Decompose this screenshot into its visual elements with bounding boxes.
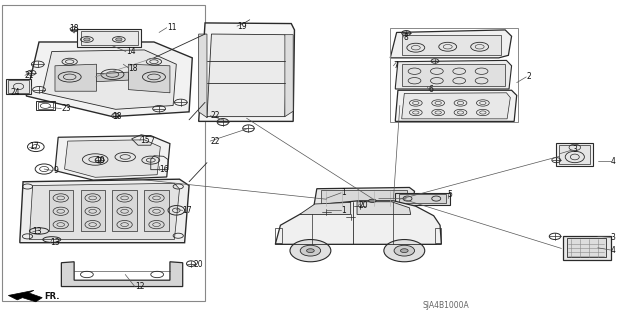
Bar	[6, 78, 31, 94]
Bar	[399, 194, 447, 203]
Polygon shape	[390, 30, 511, 58]
Bar	[435, 228, 442, 243]
Text: 15: 15	[140, 136, 150, 145]
Polygon shape	[97, 72, 129, 82]
Ellipse shape	[394, 245, 415, 256]
Text: 11: 11	[167, 23, 176, 32]
Ellipse shape	[307, 249, 314, 253]
Text: 7: 7	[394, 61, 398, 70]
Polygon shape	[207, 34, 287, 118]
Text: 24: 24	[10, 88, 20, 97]
Bar	[145, 190, 169, 231]
Text: 18: 18	[129, 63, 138, 72]
Bar	[396, 193, 450, 204]
Text: 12: 12	[135, 282, 144, 291]
Text: FR.: FR.	[44, 292, 60, 301]
Text: 9: 9	[53, 166, 58, 175]
Text: 10: 10	[95, 156, 105, 165]
Polygon shape	[42, 50, 176, 109]
Text: 5: 5	[448, 190, 452, 199]
Text: 2: 2	[526, 72, 531, 81]
Text: 1: 1	[341, 206, 346, 215]
Bar	[81, 190, 105, 231]
Text: 18: 18	[70, 24, 79, 33]
Text: 17: 17	[29, 142, 39, 151]
Ellipse shape	[300, 245, 321, 256]
Polygon shape	[198, 34, 207, 118]
Text: SJA4B1000A: SJA4B1000A	[422, 301, 469, 310]
Text: 20: 20	[358, 201, 368, 210]
Polygon shape	[396, 90, 516, 122]
Text: 1: 1	[341, 188, 346, 197]
Bar	[8, 80, 29, 93]
Bar	[402, 35, 500, 55]
Bar	[2, 5, 205, 301]
Text: 17: 17	[182, 206, 193, 215]
Text: 13: 13	[51, 238, 60, 247]
Text: 3: 3	[611, 233, 616, 242]
Polygon shape	[29, 183, 179, 240]
Text: 3: 3	[572, 145, 577, 154]
Text: 6: 6	[429, 85, 433, 94]
Polygon shape	[65, 140, 161, 177]
Text: 20: 20	[193, 260, 203, 270]
Bar	[559, 145, 590, 164]
Ellipse shape	[290, 240, 331, 262]
Ellipse shape	[84, 38, 90, 41]
Text: 18: 18	[113, 112, 122, 121]
Bar	[36, 101, 55, 110]
Text: 19: 19	[237, 22, 246, 31]
Polygon shape	[357, 202, 411, 214]
Text: 21: 21	[25, 71, 35, 80]
Polygon shape	[55, 136, 170, 180]
Bar	[49, 190, 73, 231]
Ellipse shape	[384, 240, 425, 262]
Text: 8: 8	[403, 33, 408, 42]
Text: 14: 14	[126, 47, 136, 56]
Bar	[275, 228, 282, 243]
Text: 4: 4	[611, 246, 616, 255]
Bar	[81, 31, 138, 45]
Polygon shape	[300, 202, 351, 214]
Polygon shape	[198, 23, 294, 122]
Bar	[390, 28, 518, 122]
Polygon shape	[61, 262, 182, 286]
Polygon shape	[396, 60, 511, 89]
Ellipse shape	[116, 38, 122, 41]
Text: 16: 16	[159, 165, 169, 174]
Polygon shape	[26, 42, 192, 117]
Bar	[563, 236, 611, 260]
Polygon shape	[285, 35, 293, 117]
Text: 4: 4	[611, 157, 616, 166]
Bar	[402, 63, 505, 86]
Polygon shape	[20, 179, 189, 243]
Polygon shape	[275, 201, 442, 244]
Ellipse shape	[369, 199, 376, 202]
Polygon shape	[8, 290, 42, 302]
Bar	[38, 102, 53, 109]
Text: 13: 13	[33, 227, 42, 236]
Text: 23: 23	[61, 104, 71, 113]
Bar	[113, 190, 137, 231]
Text: 22: 22	[210, 137, 220, 145]
Polygon shape	[55, 64, 97, 91]
Ellipse shape	[401, 249, 408, 253]
Bar	[556, 143, 593, 166]
Polygon shape	[129, 64, 170, 93]
Bar	[567, 238, 606, 257]
Polygon shape	[314, 188, 415, 210]
Polygon shape	[402, 93, 510, 119]
Text: 22: 22	[210, 111, 220, 120]
Bar	[321, 190, 407, 206]
Bar	[77, 29, 141, 47]
